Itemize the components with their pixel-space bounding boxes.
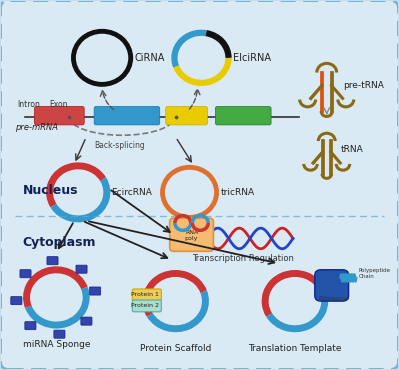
Text: EIciRNA: EIciRNA <box>232 53 270 63</box>
Text: Transcription Regulation: Transcription Regulation <box>192 254 294 263</box>
Text: Ribosome: Ribosome <box>318 296 349 301</box>
FancyBboxPatch shape <box>20 270 31 278</box>
Text: CiRNA: CiRNA <box>135 53 165 63</box>
Text: Translation Template: Translation Template <box>248 343 342 353</box>
FancyBboxPatch shape <box>81 317 92 325</box>
Text: tricRNA: tricRNA <box>220 188 255 197</box>
Text: Protein 1: Protein 1 <box>131 292 159 297</box>
Text: Intron: Intron <box>17 100 40 109</box>
Text: Protein 2: Protein 2 <box>131 303 159 309</box>
Text: pre-tRNA: pre-tRNA <box>343 81 384 90</box>
Text: miRNA Sponge: miRNA Sponge <box>23 340 90 349</box>
FancyBboxPatch shape <box>76 265 87 273</box>
Text: Nucleus: Nucleus <box>22 184 78 197</box>
Text: RNA
poly: RNA poly <box>185 230 198 241</box>
FancyBboxPatch shape <box>94 107 160 125</box>
FancyBboxPatch shape <box>166 107 208 125</box>
FancyBboxPatch shape <box>11 297 22 305</box>
FancyBboxPatch shape <box>216 107 271 125</box>
FancyBboxPatch shape <box>170 218 214 251</box>
Text: pre-mRNA: pre-mRNA <box>15 124 58 132</box>
Text: Protein Scaffold: Protein Scaffold <box>140 343 211 353</box>
Text: EcircRNA: EcircRNA <box>111 188 152 197</box>
Text: Cytoplasm: Cytoplasm <box>22 236 96 249</box>
Text: Exon: Exon <box>49 100 68 109</box>
FancyBboxPatch shape <box>132 289 161 301</box>
FancyBboxPatch shape <box>132 300 161 312</box>
FancyBboxPatch shape <box>54 330 65 338</box>
FancyBboxPatch shape <box>34 107 84 125</box>
FancyBboxPatch shape <box>315 270 349 301</box>
FancyBboxPatch shape <box>25 322 36 330</box>
Text: Back-splicing: Back-splicing <box>95 141 145 150</box>
FancyBboxPatch shape <box>90 287 101 295</box>
Text: tRNA: tRNA <box>341 145 364 155</box>
Text: Polypeptide
Chain: Polypeptide Chain <box>358 268 390 279</box>
FancyBboxPatch shape <box>47 257 58 265</box>
